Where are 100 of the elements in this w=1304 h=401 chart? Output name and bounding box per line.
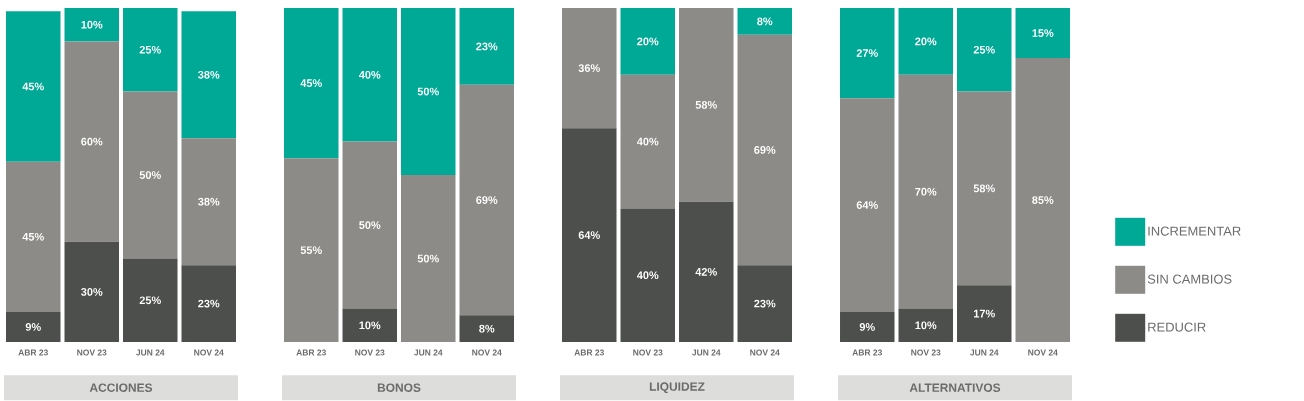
data-label: 45%: [300, 79, 322, 88]
bar: [957, 91, 1012, 286]
x-tick-label: ABR 23: [18, 349, 48, 356]
data-label: 17%: [973, 309, 995, 318]
bar: [620, 8, 676, 75]
x-tick-label: NOV 24: [194, 349, 224, 356]
bar: [6, 11, 61, 162]
bar: [620, 74, 676, 209]
bar: [459, 8, 514, 85]
bar: [1015, 8, 1071, 59]
bar: [342, 308, 397, 342]
x-tick-label: JUN 24: [970, 349, 999, 356]
bar: [898, 308, 954, 342]
data-label: 23%: [476, 42, 498, 51]
x-tick-label: JUN 24: [414, 349, 443, 356]
x-tick-label: NOV 23: [77, 349, 107, 356]
data-label: 45%: [22, 82, 44, 91]
data-label: 45%: [22, 232, 44, 241]
data-label: 27%: [856, 49, 878, 57]
bar: [6, 311, 61, 342]
bar: [898, 8, 954, 75]
data-label: 40%: [358, 70, 381, 79]
bar: [737, 265, 793, 342]
data-label: 58%: [695, 100, 717, 109]
bar: [342, 141, 397, 309]
data-label: 58%: [973, 184, 995, 193]
bar: [1015, 58, 1071, 342]
bar: [6, 161, 61, 312]
x-tick-label: NOV 24: [1028, 349, 1058, 356]
data-label: 20%: [915, 37, 937, 46]
data-label: 38%: [198, 197, 220, 206]
data-label: 25%: [139, 45, 161, 54]
data-label: 25%: [139, 296, 161, 305]
bar: [401, 8, 456, 175]
x-tick-label: NOV 24: [750, 349, 780, 356]
data-label: 50%: [417, 254, 439, 263]
data-label: 69%: [754, 146, 776, 154]
bar: [64, 8, 119, 42]
bar: [957, 285, 1012, 342]
bar: [459, 84, 514, 316]
data-label: 64%: [856, 201, 878, 209]
data-label: 60%: [81, 137, 103, 146]
x-tick-label: NOV 23: [355, 349, 385, 356]
bar: [562, 128, 617, 342]
bar: [342, 8, 397, 142]
data-label: 55%: [300, 246, 322, 255]
bar: [181, 138, 236, 266]
bar: [123, 8, 178, 92]
bar: [64, 241, 119, 342]
x-tick-label: NOV 24: [472, 349, 502, 356]
x-tick-label: NOV 23: [911, 349, 941, 356]
bar: [123, 91, 178, 259]
data-label: 38%: [198, 70, 220, 79]
x-tick-label: JUN 24: [692, 349, 721, 356]
data-label: 8%: [479, 324, 495, 333]
data-label: 64%: [578, 231, 600, 239]
data-label: 23%: [198, 299, 220, 308]
legend-label: REDUCIR: [1148, 322, 1206, 332]
data-label: 10%: [81, 20, 103, 29]
data-label: 15%: [1032, 29, 1054, 37]
bar: [284, 8, 339, 159]
data-label: 36%: [578, 64, 600, 72]
bar: [840, 311, 895, 342]
bar: [679, 8, 734, 202]
data-label: 20%: [637, 37, 659, 46]
data-label: 50%: [359, 221, 381, 229]
bar: [181, 265, 236, 342]
bar: [181, 11, 236, 139]
x-axis-title: ALTERNATIVOS: [909, 383, 1001, 392]
data-label: 85%: [1032, 196, 1054, 204]
data-label: 9%: [859, 323, 875, 331]
data-label: 70%: [915, 187, 937, 196]
bar: [459, 315, 514, 342]
bar: [737, 34, 793, 266]
legend-label: SIN CAMBIOS: [1147, 274, 1232, 284]
data-label: 40%: [636, 137, 659, 146]
data-label: 50%: [139, 171, 161, 179]
data-label: 69%: [476, 196, 498, 204]
bar: [737, 8, 793, 35]
x-axis-title: ACCIONES: [89, 383, 153, 392]
bar: [123, 258, 178, 342]
bar: [284, 158, 339, 342]
legend-label: INCREMENTAR: [1148, 226, 1241, 236]
data-label: 30%: [81, 288, 103, 296]
data-label: 10%: [359, 321, 381, 330]
bar: [620, 208, 676, 342]
data-label: 50%: [417, 87, 439, 96]
x-axis-title: LIQUIDEZ: [649, 382, 705, 394]
x-tick-label: JUN 24: [136, 349, 165, 356]
bar: [562, 8, 617, 129]
data-label: 9%: [25, 323, 41, 331]
data-label: 23%: [754, 299, 776, 308]
bar: [679, 201, 734, 342]
bar: [840, 98, 895, 312]
bar: [401, 175, 456, 342]
data-label: 10%: [915, 321, 937, 330]
x-axis-title: BONOS: [377, 383, 421, 392]
bar: [64, 41, 119, 242]
bar: [898, 74, 954, 309]
x-tick-label: ABR 23: [296, 349, 326, 356]
